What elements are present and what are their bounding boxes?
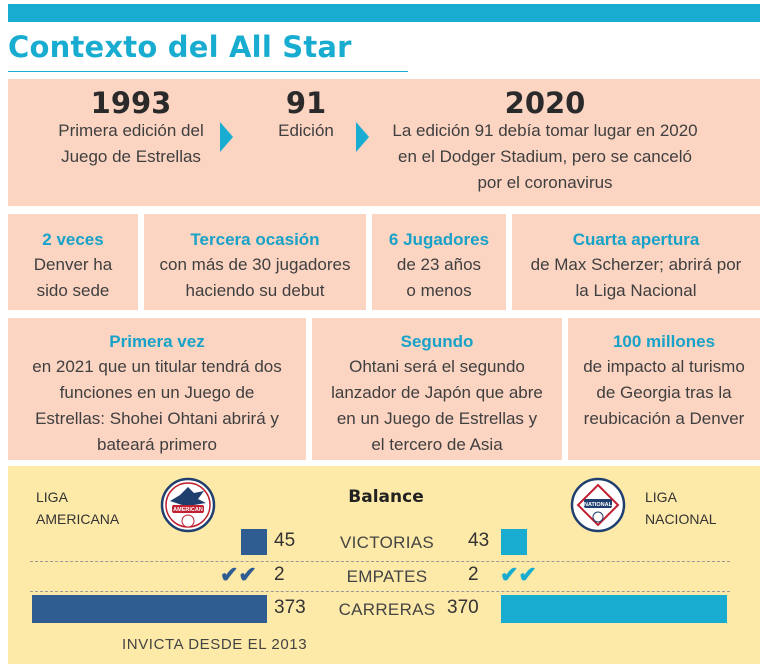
american-league-label: LIGA AMERICANA <box>36 486 119 530</box>
footnote: INVICTA DESDE EL 2013 <box>122 636 308 653</box>
timeline-text: La edición 91 debía tomar lugar en 2020 … <box>392 121 698 192</box>
al-tie-check-icon: ✔✔ <box>220 562 257 587</box>
arrow-right-icon <box>220 122 233 152</box>
timeline-year: 1993 <box>90 86 172 120</box>
row-divider <box>30 591 730 592</box>
page-title: Contexto del All Star <box>8 30 352 64</box>
fact-card: Primera vez en 2021 que un titular tendr… <box>8 318 306 460</box>
fact-card: Tercera ocasión con más de 30 jugadores … <box>144 214 366 310</box>
fact-text: de Max Scherzer; abrirá por la Liga Naci… <box>530 255 742 300</box>
runs-category: CARRERAS <box>338 600 436 619</box>
title-underline <box>8 71 408 72</box>
top-accent-bar <box>8 4 760 22</box>
national-league-label: LIGA NACIONAL <box>645 486 717 530</box>
row-divider <box>30 561 730 562</box>
fact-heading: 6 Jugadores <box>388 230 490 249</box>
national-league-logo-icon: NATIONAL <box>570 477 626 533</box>
fact-heading: 2 veces <box>42 230 104 249</box>
timeline-text: Edición <box>278 121 334 140</box>
nl-runs-bar <box>501 595 728 623</box>
timeline-2020: 2020 La edición 91 debía tomar lugar en … <box>384 86 706 196</box>
timeline-1993: 1993 Primera edición del Juego de Estrel… <box>36 86 226 170</box>
al-runs-bar <box>32 595 267 623</box>
fact-heading: 100 millones <box>612 332 716 351</box>
arrow-right-icon <box>356 122 369 152</box>
fact-card: Segundo Ohtani será el segundo lanzador … <box>312 318 562 460</box>
balance-title: Balance <box>348 487 424 507</box>
fact-heading: Tercera ocasión <box>190 230 320 249</box>
balance-panel <box>8 466 760 664</box>
al-wins-value: 45 <box>274 530 296 551</box>
timeline-panel <box>8 79 760 206</box>
fact-text: Denver ha sido sede <box>33 255 113 300</box>
nl-ties-value: 2 <box>468 564 479 585</box>
american-league-logo-icon: AMERICAN <box>160 477 216 533</box>
ties-category: EMPATES <box>346 567 428 586</box>
fact-heading: Primera vez <box>109 332 205 351</box>
wins-category: VICTORIAS <box>339 533 435 552</box>
al-label-line-2: AMERICANA <box>36 511 120 527</box>
nl-tie-check-icon: ✔✔ <box>500 562 537 587</box>
nl-runs-value: 370 <box>447 597 479 618</box>
timeline-edition-number: 91 <box>285 86 327 120</box>
fact-card: Cuarta apertura de Max Scherzer; abrirá … <box>512 214 760 310</box>
timeline-text: Primera edición del Juego de Estrellas <box>58 121 204 166</box>
fact-text: de 23 años o menos <box>396 255 482 300</box>
fact-heading: Segundo <box>400 332 474 351</box>
timeline-year: 2020 <box>504 86 586 120</box>
nl-label-line-1: LIGA <box>645 489 677 505</box>
al-wins-bar <box>241 529 267 555</box>
fact-card: 6 Jugadores de 23 años o menos <box>372 214 506 310</box>
nl-logo-text: NATIONAL <box>584 502 613 508</box>
al-logo-text: AMERICAN <box>173 507 203 513</box>
timeline-91: 91 Edición <box>250 86 362 144</box>
al-ties-value: 2 <box>274 564 285 585</box>
fact-heading: Cuarta apertura <box>572 230 700 249</box>
fact-text: Ohtani será el segundo lanzador de Japón… <box>331 357 543 454</box>
fact-card: 2 veces Denver ha sido sede <box>8 214 138 310</box>
fact-card: 100 millones de impacto al turismo de Ge… <box>568 318 760 460</box>
fact-text: con más de 30 jugadores haciendo su debu… <box>159 255 351 300</box>
nl-label-line-2: NACIONAL <box>645 511 717 527</box>
nl-wins-value: 43 <box>468 530 490 551</box>
fact-text: de impacto al turismo de Georgia tras la… <box>583 357 745 428</box>
fact-text: en 2021 que un titular tendrá dos funcio… <box>32 357 282 454</box>
al-runs-value: 373 <box>274 597 306 618</box>
nl-wins-bar <box>501 529 527 555</box>
al-label-line-1: LIGA <box>36 489 68 505</box>
